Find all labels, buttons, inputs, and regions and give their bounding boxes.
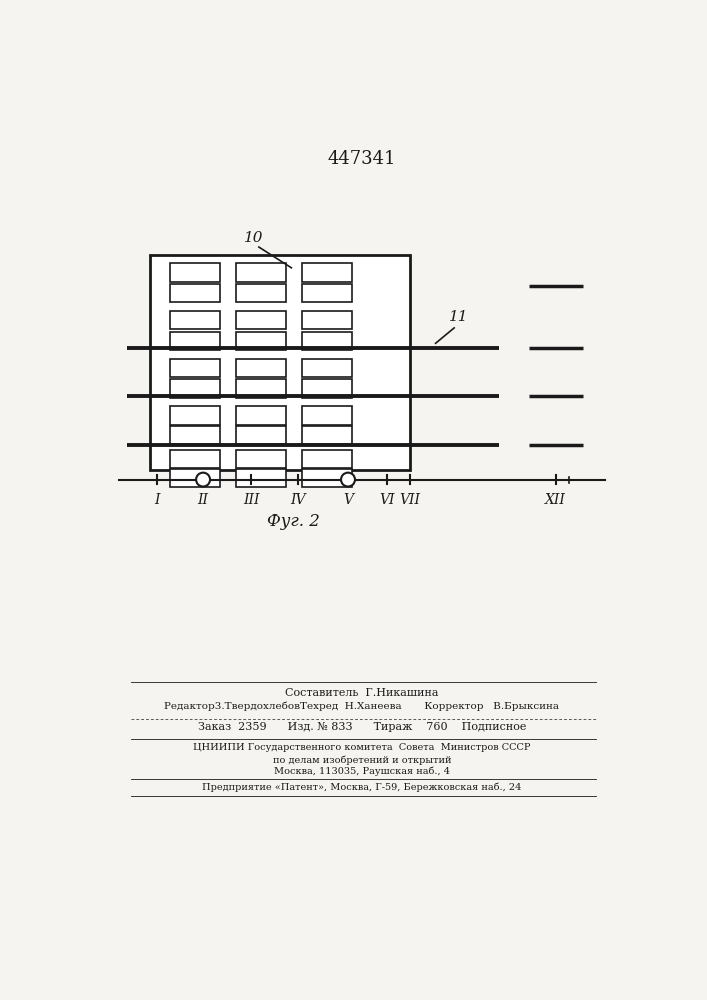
Bar [170, 311, 220, 329]
Text: Заказ  2359      Изд. № 833      Тираж    760    Подписное: Заказ 2359 Изд. № 833 Тираж 760 Подписно… [198, 722, 526, 732]
Bar [170, 406, 220, 425]
Text: I: I [154, 493, 159, 507]
Bar [170, 332, 220, 350]
Text: Редактор3.ТвердохлебовТехред  Н.Ханеева       Корректор   В.Брыксина: Редактор3.ТвердохлебовТехред Н.Ханеева К… [165, 701, 559, 711]
Bar [235, 311, 286, 329]
Circle shape [196, 473, 210, 487]
Text: 11: 11 [449, 310, 469, 324]
Circle shape [341, 473, 355, 487]
Bar [301, 263, 352, 282]
Bar [170, 284, 220, 302]
Bar [235, 426, 286, 444]
Bar [301, 311, 352, 329]
Bar [301, 406, 352, 425]
Bar [301, 359, 352, 377]
Bar [235, 332, 286, 350]
Bar [301, 284, 352, 302]
Bar [301, 469, 352, 487]
Bar [235, 379, 286, 398]
Bar [151, 255, 410, 470]
Text: Москва, 113035, Раушская наб., 4: Москва, 113035, Раушская наб., 4 [274, 767, 450, 776]
Text: II: II [197, 493, 209, 507]
Text: IV: IV [290, 493, 305, 507]
Bar [170, 469, 220, 487]
Text: ЦНИИПИ Государственного комитета  Совета  Министров СССР: ЦНИИПИ Государственного комитета Совета … [193, 743, 531, 752]
Bar [301, 426, 352, 444]
Text: 10: 10 [244, 231, 263, 245]
Text: VII: VII [399, 493, 421, 507]
Bar [170, 359, 220, 377]
Text: VI: VI [379, 493, 395, 507]
Bar [235, 406, 286, 425]
Bar [301, 332, 352, 350]
Text: III: III [243, 493, 259, 507]
Text: Фуг. 2: Фуг. 2 [267, 513, 320, 530]
Bar [170, 450, 220, 468]
Bar [235, 469, 286, 487]
Text: по делам изобретений и открытий: по делам изобретений и открытий [273, 755, 451, 765]
Text: 447341: 447341 [328, 149, 396, 167]
Bar [301, 450, 352, 468]
Text: Предприятие «Патент», Москва, Г-59, Бережковская наб., 24: Предприятие «Патент», Москва, Г-59, Бере… [202, 782, 522, 792]
Bar [235, 284, 286, 302]
Text: Составитель  Г.Никашина: Составитель Г.Никашина [285, 688, 439, 698]
Bar [170, 379, 220, 398]
Bar [235, 263, 286, 282]
Bar [235, 450, 286, 468]
Text: XII: XII [545, 493, 566, 507]
Bar [170, 263, 220, 282]
Bar [170, 426, 220, 444]
Bar [235, 359, 286, 377]
Text: V: V [343, 493, 353, 507]
Bar [301, 379, 352, 398]
